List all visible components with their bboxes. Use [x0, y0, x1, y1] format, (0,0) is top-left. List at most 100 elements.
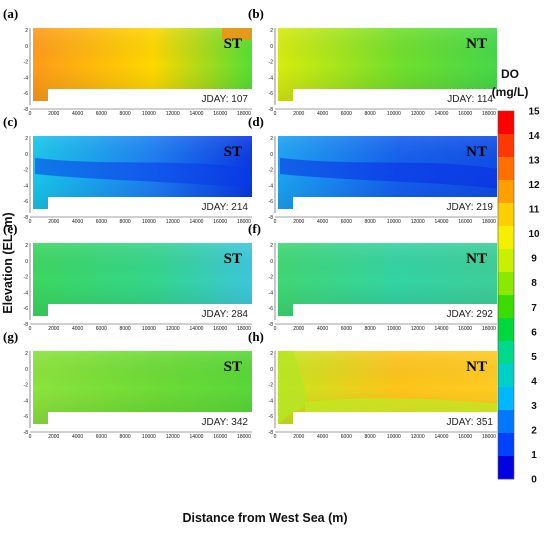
colorbar-swatch [498, 272, 514, 296]
y-tick-label: -2 [24, 383, 29, 389]
x-tick-label: 0 [29, 219, 32, 225]
station-label: NT [466, 359, 487, 375]
y-tick-label: 0 [270, 44, 273, 50]
low-do-band [35, 157, 252, 189]
x-tick-label: 12000 [411, 219, 425, 225]
colorbar-tick-label: 14 [528, 131, 540, 142]
x-tick-label: 8000 [120, 434, 131, 440]
y-tick-label: -6 [24, 91, 29, 97]
panel-f: 20-2-4-6-80 2000 4000 6000 8000 10000 12000 140… [248, 221, 497, 332]
x-tick-label: 10000 [387, 434, 401, 440]
y-tick-label: -4 [269, 290, 274, 296]
y-tick-label: -8 [269, 322, 274, 328]
y-tick-label: 2 [25, 243, 28, 249]
x-tick-label: 14000 [434, 326, 448, 332]
y-tick-label: 0 [25, 152, 28, 158]
panel-c: 20-2-4-6-80 2000 4000 6000 8000 10000 12000 140… [3, 114, 252, 225]
x-tick-label: 18000 [482, 326, 496, 332]
panel-b: 20-2-4-6-80 2000 4000 6000 8000 10000 12000 140… [248, 6, 497, 117]
y-tick-label: -2 [269, 168, 274, 174]
colorbar-tick-label: 9 [531, 254, 537, 265]
x-tick-label: 6000 [341, 434, 352, 440]
colorbar-tick-label: 13 [528, 156, 540, 167]
y-tick-label: -4 [269, 183, 274, 189]
x-axis-title: Distance from West Sea (m) [182, 511, 347, 525]
x-tick-label: 18000 [482, 219, 496, 225]
colorbar-tick-label: 2 [531, 425, 537, 436]
x-tick-label: 0 [274, 219, 277, 225]
y-tick-label: -6 [269, 306, 274, 312]
y-tick-label: -2 [24, 60, 29, 66]
x-tick-label: 10000 [387, 219, 401, 225]
bottom-layer [305, 398, 497, 412]
station-label: ST [224, 251, 242, 267]
y-tick-label: -8 [24, 322, 29, 328]
x-tick-label: 18000 [237, 326, 251, 332]
do-field-shade [33, 243, 252, 316]
x-tick-label: 4000 [72, 434, 83, 440]
colorbar-swatch [498, 456, 514, 480]
x-tick-label: 6000 [341, 326, 352, 332]
y-tick-label: -4 [24, 75, 29, 81]
y-tick-label: -8 [24, 215, 29, 221]
colorbar-swatch [498, 180, 514, 204]
x-tick-label: 10000 [387, 111, 401, 117]
jday-label: JDAY: 342 [201, 417, 248, 428]
x-tick-label: 12000 [166, 326, 180, 332]
panel-letter: (b) [248, 6, 264, 21]
x-tick-label: 8000 [120, 326, 131, 332]
jday-label: JDAY: 284 [201, 309, 248, 320]
y-tick-label: 0 [25, 44, 28, 50]
x-tick-label: 0 [274, 111, 277, 117]
colorbar-tick-label: 7 [531, 303, 537, 314]
x-tick-label: 0 [29, 326, 32, 332]
colorbar-tick-label: 0 [531, 475, 537, 486]
y-tick-label: -6 [24, 306, 29, 312]
y-tick-label: -2 [269, 60, 274, 66]
panel-h: 20-2-4-6-80 2000 4000 6000 8000 10000 12000 140… [248, 329, 497, 440]
x-tick-label: 10000 [142, 219, 156, 225]
x-tick-label: 10000 [142, 434, 156, 440]
panel-letter: (c) [3, 114, 17, 129]
low-do-band [280, 157, 497, 189]
y-tick-label: 2 [270, 243, 273, 249]
y-axis-title: Elevation (EL. m) [1, 212, 15, 313]
y-tick-label: 2 [270, 136, 273, 142]
x-tick-label: 4000 [317, 111, 328, 117]
x-tick-label: 2000 [293, 326, 304, 332]
x-tick-label: 16000 [458, 219, 472, 225]
x-tick-label: 16000 [458, 326, 472, 332]
x-tick-label: 2000 [48, 219, 59, 225]
colorbar-swatch [498, 364, 514, 388]
colorbar-swatch [498, 134, 514, 158]
station-label: ST [224, 36, 242, 52]
jday-label: JDAY: 107 [201, 94, 248, 105]
jday-label: JDAY: 219 [446, 202, 493, 213]
y-tick-label: -4 [24, 398, 29, 404]
do-field-shade [278, 28, 497, 101]
x-tick-label: 2000 [48, 326, 59, 332]
y-tick-label: -6 [24, 199, 29, 205]
y-tick-label: -8 [269, 430, 274, 436]
x-tick-label: 16000 [458, 434, 472, 440]
x-tick-label: 14000 [434, 111, 448, 117]
colorbar-frame [497, 110, 515, 480]
x-tick-label: 8000 [365, 326, 376, 332]
panel-letter: (h) [248, 329, 264, 344]
y-tick-label: -4 [24, 183, 29, 189]
panel-letter: (e) [3, 221, 17, 236]
x-tick-label: 0 [29, 111, 32, 117]
x-tick-label: 12000 [166, 219, 180, 225]
y-tick-label: -4 [269, 398, 274, 404]
x-tick-label: 18000 [237, 434, 251, 440]
colorbar-swatch [498, 295, 514, 319]
x-tick-label: 12000 [166, 434, 180, 440]
y-tick-label: 0 [270, 259, 273, 265]
y-tick-label: -8 [24, 430, 29, 436]
y-tick-label: -2 [24, 168, 29, 174]
colorbar-swatch [498, 249, 514, 273]
station-label: ST [224, 144, 242, 160]
x-tick-label: 10000 [142, 326, 156, 332]
